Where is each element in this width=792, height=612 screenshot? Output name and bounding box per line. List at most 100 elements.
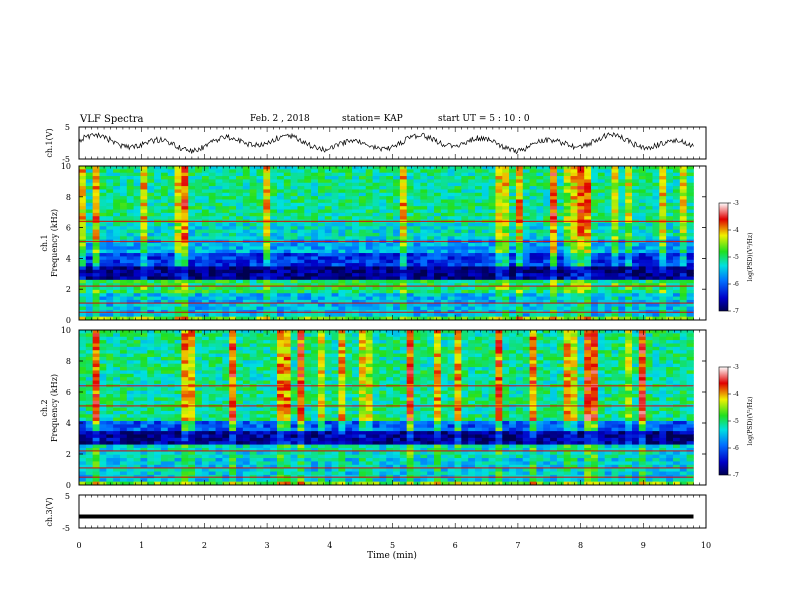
spectrogram-cell — [242, 296, 251, 301]
spectrogram-cell — [304, 299, 312, 304]
spectrogram-cell — [126, 424, 135, 429]
spectrogram-cell — [304, 189, 312, 194]
spectrogram-cell — [577, 169, 585, 174]
spectrogram-cell — [591, 206, 599, 210]
spectrogram-cell — [174, 206, 182, 210]
spectrogram-cell — [365, 253, 373, 257]
spectrogram-cell — [543, 283, 551, 287]
spectrogram-cell — [413, 222, 421, 227]
spectrogram-cell — [126, 447, 135, 452]
spectrogram-cell — [454, 299, 462, 304]
spectrogram-cell — [440, 266, 449, 271]
spectrogram-cell — [413, 243, 421, 247]
spectrogram-cell — [666, 279, 674, 284]
spectrogram-cell — [181, 431, 189, 435]
spectrogram-cell — [597, 243, 606, 247]
spectrogram-cell — [686, 209, 694, 214]
spectrogram-cell — [106, 356, 114, 361]
spectrogram-cell — [236, 169, 244, 174]
spectrogram-cell — [672, 293, 681, 297]
spectrogram-cell — [174, 441, 182, 445]
spectrogram-cell — [154, 293, 162, 297]
spectrogram-cell — [85, 246, 94, 251]
spectrogram-cell — [659, 222, 667, 227]
spectrogram-cell — [208, 209, 216, 214]
spectrogram-cell — [256, 313, 264, 318]
spectrogram-cell — [611, 253, 619, 257]
spectrogram-cell — [645, 206, 653, 210]
spectrogram-cell — [686, 246, 694, 251]
spectrogram-cell — [345, 303, 353, 308]
spectrogram-cell — [461, 206, 469, 210]
spectrogram-cell — [591, 299, 599, 304]
spectrogram-cell — [304, 196, 312, 200]
spectrogram-cell — [79, 387, 87, 392]
spectrogram-cell — [645, 232, 653, 237]
spectrogram-cell — [331, 286, 339, 291]
spectrogram-cell — [126, 360, 135, 365]
spectrogram-cell — [106, 289, 114, 294]
spectrogram-cell — [249, 172, 257, 177]
spectrogram-cell — [618, 196, 626, 200]
spectrogram-cell — [195, 350, 203, 354]
spectrogram-cell — [167, 202, 175, 207]
spectrogram-cell — [270, 259, 278, 264]
spectrogram-cell — [352, 196, 360, 200]
spectrogram-cell — [236, 316, 244, 320]
spectrogram-cell — [509, 266, 517, 271]
spectrogram-cell — [195, 400, 203, 405]
spectrogram-cell — [679, 273, 688, 277]
spectrogram-cell — [434, 316, 442, 320]
spectrogram-cell — [515, 313, 524, 318]
spectrogram-cell — [181, 420, 189, 425]
spectrogram-cell — [550, 249, 558, 254]
spectrogram-cell — [536, 266, 544, 271]
spectrogram-cell — [604, 172, 612, 177]
spectrogram-cell — [126, 333, 135, 338]
spectrogram-cell — [352, 249, 360, 254]
spectrogram-cell — [222, 199, 230, 204]
spectrogram-cell — [372, 249, 380, 254]
spectrogram-cell — [276, 192, 285, 197]
spectrogram-cell — [126, 299, 135, 304]
spectrogram-cell — [638, 192, 647, 197]
spectrogram-cell — [672, 202, 681, 207]
spectrogram-cell — [563, 209, 571, 214]
spectrogram-cell — [652, 243, 660, 247]
spectrogram-cell — [160, 216, 169, 220]
spectrogram-cell — [331, 303, 339, 308]
spectrogram-cell — [270, 293, 278, 297]
spectrogram-cell — [550, 209, 558, 214]
spectrogram-cell — [133, 377, 141, 381]
spectrogram-cell — [509, 289, 517, 294]
spectrogram-cell — [195, 222, 203, 227]
spectrogram-cell — [338, 296, 346, 301]
spectrogram-cell — [474, 296, 483, 301]
ch1-waveform-ylabel: ch.1(V) — [45, 128, 54, 157]
spectrogram-cell — [147, 236, 155, 241]
spectrogram-cell — [584, 276, 592, 281]
spectrogram-cell — [577, 176, 585, 180]
spectrogram-cell — [113, 458, 121, 462]
spectrogram-cell — [181, 293, 189, 297]
spectrogram-cell — [550, 296, 558, 301]
spectrogram-cell — [611, 276, 619, 281]
spectrogram-cell — [543, 293, 551, 297]
spectrogram-cell — [447, 192, 455, 197]
spectrogram-cell — [174, 343, 182, 348]
spectrogram-cell — [174, 296, 182, 301]
spectrogram-cell — [188, 306, 196, 311]
spectrogram-cell — [79, 313, 87, 318]
spectrogram-cell — [591, 169, 599, 174]
spectrogram-cell — [140, 468, 148, 472]
spectrogram-cell — [570, 182, 578, 187]
spectrogram-cell — [113, 216, 121, 220]
spectrogram-cell — [140, 226, 148, 231]
spectrogram-cell — [126, 279, 135, 284]
spectrogram-cell — [597, 249, 606, 254]
spectrogram-cell — [591, 166, 599, 170]
spectrogram-cell — [420, 179, 428, 184]
spectrogram-cell — [659, 243, 667, 247]
spectrogram-cell — [584, 266, 592, 271]
spectrogram-cell — [140, 420, 148, 425]
